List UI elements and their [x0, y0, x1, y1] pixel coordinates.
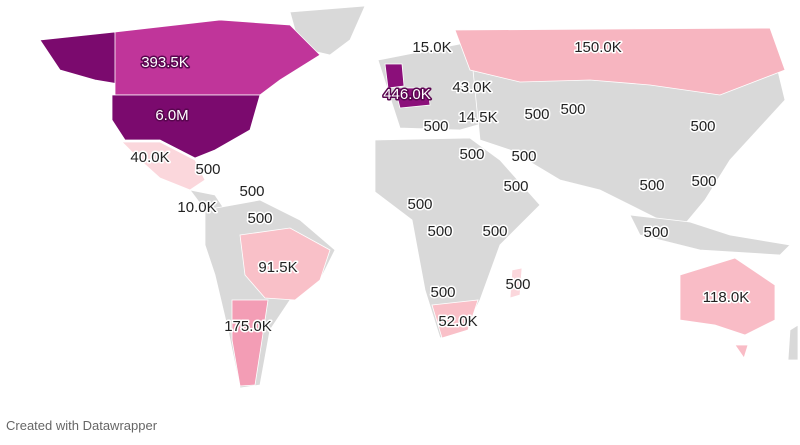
region-label: 500 [427, 223, 452, 240]
region-label: 10.0K [177, 199, 216, 216]
region-label: 500 [691, 173, 716, 190]
region-label: 500 [505, 276, 530, 293]
uk [384, 63, 405, 89]
footer-credit: Created with Datawrapper [6, 418, 158, 433]
south-africa [431, 299, 479, 339]
region-label: 500 [195, 161, 220, 178]
region-label: 500 [423, 118, 448, 135]
region-label: 6.0M [155, 107, 188, 124]
australia [679, 257, 776, 336]
region-label: 500 [459, 146, 484, 163]
region-label: 118.0K [703, 289, 749, 306]
new-zealand [787, 324, 799, 361]
russia [454, 27, 786, 96]
region-label: 52.0K [438, 313, 477, 330]
alaska [39, 31, 126, 86]
region-label: 500 [503, 178, 528, 195]
region-label: 14.5K [458, 109, 497, 126]
region-label: 40.0K [130, 149, 169, 166]
mexico [121, 141, 206, 191]
indonesia [629, 214, 791, 256]
region-label: 500 [690, 118, 715, 135]
region-label: 150.0K [574, 39, 622, 56]
madagascar [509, 267, 523, 299]
tasmania [734, 344, 749, 359]
region-label: 500 [247, 210, 272, 227]
region-label: 500 [511, 148, 536, 165]
region-label: 15.0K [412, 39, 451, 56]
region-label: 393.5K [141, 54, 189, 71]
region-label: 500 [524, 106, 549, 123]
region-label: 91.5K [258, 259, 297, 276]
region-label: 500 [639, 177, 664, 194]
region-label: 500 [560, 101, 585, 118]
region-label: 175.0K [224, 318, 272, 335]
usa [111, 94, 261, 159]
region-label: 500 [407, 196, 432, 213]
region-label: 500 [239, 183, 264, 200]
region-label: 43.0K [452, 79, 491, 96]
brazil [239, 227, 331, 301]
region-label: 500 [482, 223, 507, 240]
region-label: 500 [643, 224, 668, 241]
region-label: 500 [430, 284, 455, 301]
argentina [231, 299, 269, 387]
europe [377, 41, 496, 131]
world-map: 393.5K 15.0K 150.0K 446.0K 43.0K 6.0M 500 14.5K… [39, 5, 799, 389]
region-label: 446.0K [383, 86, 431, 103]
france [394, 87, 431, 109]
